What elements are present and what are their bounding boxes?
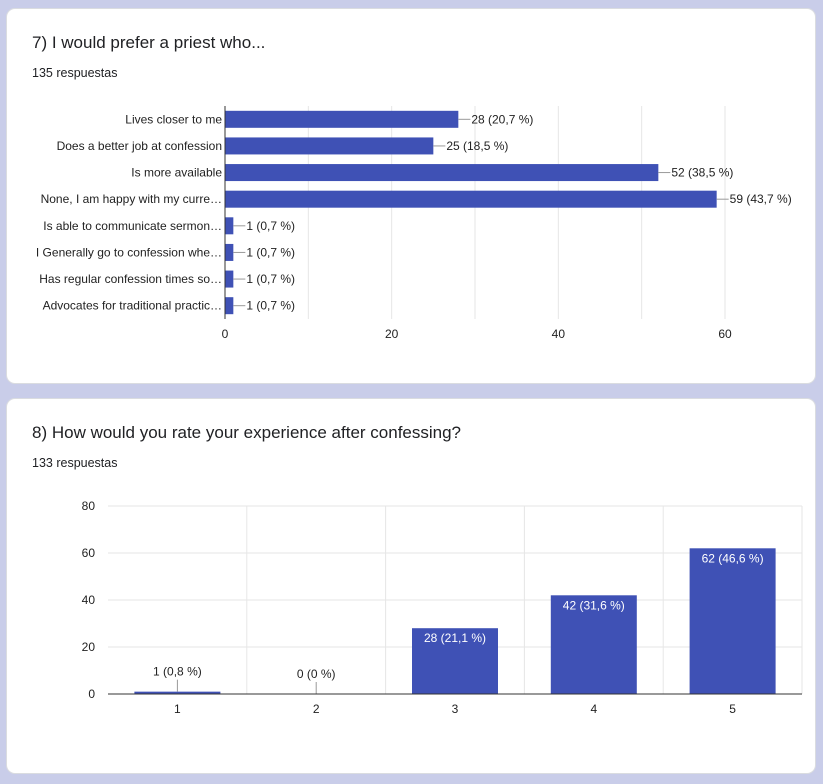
y-tick-label: 20 [82, 640, 96, 654]
x-tick-label: 3 [452, 702, 459, 716]
question-card-8: 8) How would you rate your experience af… [7, 399, 815, 773]
data-label: 59 (43,7 %) [730, 192, 792, 206]
response-count: 135 respuestas [32, 66, 118, 80]
x-tick-label: 40 [552, 327, 566, 341]
question-title: 7) I would prefer a priest who... [32, 33, 266, 52]
category-label: Is more available [131, 166, 222, 180]
x-tick-label: 20 [385, 327, 399, 341]
data-label: 52 (38,5 %) [671, 166, 733, 180]
horizontal-bar-chart: 0 20 40 60 Lives closer to me 28 (20,7 %) Does… [36, 106, 792, 341]
data-label: 25 (18,5 %) [446, 139, 508, 153]
bar [225, 217, 234, 235]
category-label: Is able to communicate sermon… [43, 219, 222, 233]
category-label: Lives closer to me [125, 112, 222, 126]
bar [550, 595, 637, 694]
data-label: 1 (0,7 %) [246, 245, 295, 259]
data-label: 28 (21,1 %) [424, 631, 486, 645]
bar [412, 628, 498, 694]
x-tick-label: 2 [313, 702, 320, 716]
data-label: 0 (0 %) [297, 667, 336, 681]
y-tick-label: 40 [82, 593, 96, 607]
x-tick-label: 4 [590, 702, 597, 716]
bar [689, 548, 776, 694]
y-tick-label: 60 [82, 546, 96, 560]
response-count: 133 respuestas [32, 456, 118, 470]
category-label: Has regular confession times so… [39, 272, 222, 286]
data-label: 1 (0,8 %) [153, 665, 202, 679]
data-label: 28 (20,7 %) [471, 112, 533, 126]
data-label: 1 (0,7 %) [246, 299, 295, 313]
data-label: 1 (0,7 %) [246, 219, 295, 233]
bar [225, 137, 434, 155]
x-tick-label: 0 [222, 327, 229, 341]
category-label: I Generally go to confession whe… [36, 245, 222, 259]
category-label: Advocates for traditional practic… [43, 299, 222, 313]
bar [225, 297, 234, 315]
vertical-bar-chart: 0 20 40 60 80 1 (0,8 %) 1 0 (0 %) 2 28 (21,1 %) 3 4… [82, 499, 803, 716]
x-tick-label: 60 [718, 327, 732, 341]
bar [225, 270, 234, 288]
bar [134, 691, 221, 694]
y-tick-label: 0 [88, 687, 95, 701]
bar [225, 243, 234, 261]
bar [225, 190, 717, 208]
data-label: 1 (0,7 %) [246, 272, 295, 286]
question-card-7: 7) I would prefer a priest who... 135 re… [7, 9, 815, 383]
data-label: 62 (46,6 %) [702, 551, 764, 565]
question-title: 8) How would you rate your experience af… [32, 423, 462, 442]
y-tick-label: 80 [82, 499, 96, 513]
data-label: 42 (31,6 %) [563, 598, 625, 612]
category-label: Does a better job at confession [57, 139, 222, 153]
bar [225, 110, 459, 128]
bar [225, 164, 659, 182]
x-tick-label: 5 [729, 702, 736, 716]
category-label: None, I am happy with my curre… [41, 192, 222, 206]
x-tick-label: 1 [174, 702, 181, 716]
